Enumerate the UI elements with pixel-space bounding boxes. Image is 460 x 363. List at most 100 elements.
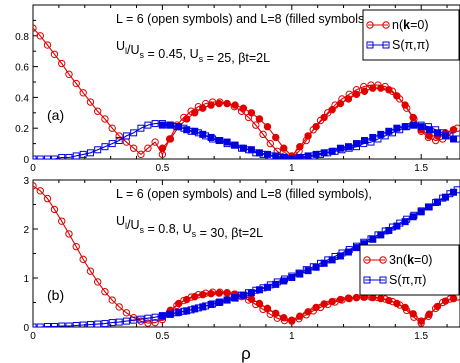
data-point bbox=[328, 297, 336, 306]
data-point bbox=[36, 323, 44, 327]
data-point bbox=[191, 305, 199, 313]
data-point bbox=[151, 120, 159, 128]
data-point bbox=[369, 84, 377, 92]
data-point bbox=[328, 147, 336, 155]
data-point bbox=[166, 135, 175, 143]
panel-a: 0 0.5 1 1.5 0 0.2 0.4 0.6 0.8 L = 6 (open symbols… bbox=[15, 4, 460, 174]
data-point bbox=[304, 152, 312, 159]
data-point bbox=[207, 133, 215, 141]
data-point bbox=[58, 153, 66, 159]
data-point bbox=[304, 267, 312, 275]
data-point bbox=[115, 132, 123, 140]
data-point bbox=[207, 101, 215, 109]
x-tick-label: 0 bbox=[30, 331, 36, 342]
data-point bbox=[252, 121, 260, 129]
data-point bbox=[401, 303, 409, 312]
data-point bbox=[450, 188, 458, 196]
data-point bbox=[115, 318, 123, 326]
y-tick-label: 1 bbox=[23, 274, 29, 285]
data-point bbox=[280, 277, 288, 285]
data-point bbox=[191, 109, 199, 117]
panel-label: (a) bbox=[47, 107, 64, 123]
series-0-1 bbox=[158, 84, 458, 159]
data-point bbox=[409, 310, 417, 318]
data-point bbox=[79, 255, 87, 264]
data-point bbox=[377, 84, 385, 92]
data-point bbox=[425, 132, 433, 140]
data-point bbox=[166, 310, 174, 318]
data-point bbox=[175, 123, 183, 131]
legend-marker bbox=[379, 276, 387, 284]
data-point bbox=[369, 133, 377, 141]
data-point bbox=[101, 115, 109, 123]
data-point bbox=[58, 217, 66, 225]
data-point bbox=[33, 24, 37, 32]
y-tick-label: 0 bbox=[23, 323, 29, 334]
data-point bbox=[50, 323, 58, 327]
y-tick-label: 0.4 bbox=[15, 93, 29, 104]
data-point bbox=[328, 256, 336, 264]
data-point bbox=[259, 130, 267, 139]
data-point bbox=[215, 137, 223, 145]
annotation: Ul/Us = 0.45, Us = 25, βt=2L bbox=[116, 39, 270, 65]
data-point bbox=[43, 155, 51, 159]
data-point bbox=[231, 294, 239, 302]
data-point bbox=[79, 89, 87, 97]
data-point bbox=[280, 153, 288, 159]
data-point bbox=[450, 135, 458, 143]
data-point bbox=[79, 150, 87, 158]
data-point bbox=[336, 144, 344, 152]
data-point bbox=[183, 126, 191, 134]
data-point bbox=[369, 235, 377, 243]
data-point bbox=[320, 300, 328, 308]
data-point bbox=[280, 144, 288, 152]
data-point bbox=[288, 316, 296, 324]
data-point bbox=[263, 122, 272, 131]
panel-label: (b) bbox=[47, 287, 64, 303]
annotation: L = 6 (open symbols) and L=8 (filled sym… bbox=[116, 187, 372, 201]
y-tick-label: 0 bbox=[23, 155, 29, 166]
data-point bbox=[108, 140, 116, 148]
data-point bbox=[312, 122, 320, 131]
x-tick-label: 1.5 bbox=[414, 163, 428, 174]
data-point bbox=[377, 231, 385, 239]
data-point bbox=[239, 291, 247, 299]
data-point bbox=[304, 132, 312, 140]
data-point bbox=[417, 317, 425, 325]
data-point bbox=[144, 121, 152, 129]
legend: 3n(k=0) S(π,π) bbox=[359, 244, 460, 296]
data-point bbox=[352, 244, 360, 252]
panel-b: 0 0.5 1 1.5 0 1 2 3 L = 6 (open symbols) and L=8… bbox=[23, 176, 460, 342]
data-point bbox=[344, 294, 353, 302]
x-tick-label: 1 bbox=[289, 331, 295, 342]
data-point bbox=[352, 90, 361, 99]
legend: n(k=0) S(π,π) bbox=[362, 9, 460, 61]
data-point bbox=[93, 278, 102, 286]
data-point bbox=[272, 280, 280, 288]
data-point bbox=[312, 263, 320, 271]
data-point bbox=[115, 303, 123, 311]
data-point bbox=[377, 130, 385, 138]
data-point bbox=[401, 101, 409, 109]
data-point bbox=[108, 319, 116, 327]
data-point bbox=[65, 322, 73, 327]
data-point bbox=[442, 193, 450, 201]
data-point bbox=[72, 152, 80, 159]
data-point bbox=[433, 302, 442, 311]
data-point bbox=[336, 295, 345, 304]
annotation: L = 6 (open symbols) and L=8 (filled sym… bbox=[116, 12, 372, 26]
data-point bbox=[72, 242, 80, 251]
data-point bbox=[401, 123, 409, 131]
data-point bbox=[93, 107, 102, 115]
data-point bbox=[433, 198, 441, 206]
legend-marker bbox=[363, 276, 371, 284]
data-point bbox=[183, 115, 191, 123]
data-point bbox=[43, 323, 51, 327]
legend-marker bbox=[382, 41, 390, 49]
data-point bbox=[223, 296, 231, 304]
data-point bbox=[65, 70, 73, 79]
data-point bbox=[166, 121, 174, 129]
data-point bbox=[263, 304, 272, 313]
data-point bbox=[137, 150, 145, 159]
y-tick-label: 3 bbox=[23, 176, 29, 187]
